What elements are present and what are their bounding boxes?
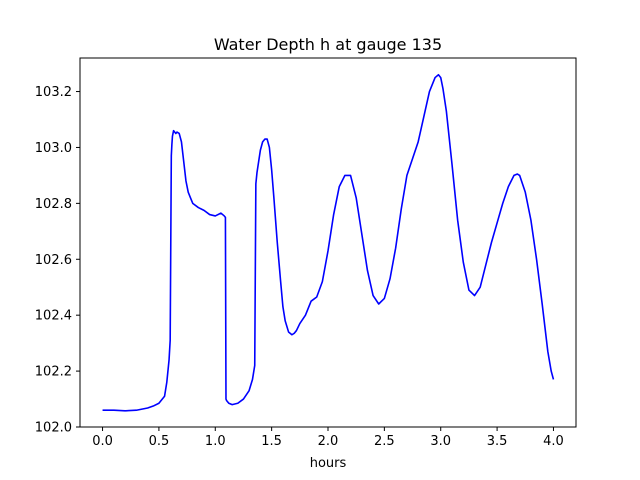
x-tick-label: 4.0 [543,434,564,449]
plot-frame [79,57,577,428]
x-tick-label: 3.0 [430,434,451,449]
x-tick-label: 3.5 [487,434,508,449]
x-tick-label: 0.0 [92,434,113,449]
y-tick-label: 103.0 [35,141,72,156]
plot-area [102,73,555,412]
y-tick-label: 103.2 [35,85,72,100]
x-tick-label: 0.5 [149,434,170,449]
x-axis-label: hours [310,456,347,471]
y-tick-label: 102.6 [35,253,72,268]
chart-title: Water Depth h at gauge 135 [214,35,442,54]
x-tick-label: 2.5 [374,434,395,449]
x-tick-label: 2.0 [318,434,339,449]
y-tick-label: 102.4 [35,309,72,324]
y-tick-label: 102.2 [35,365,72,380]
series-line-0 [102,73,555,412]
x-tick-label: 1.0 [205,434,226,449]
y-axis: 102.0 102.2 102.4 102.6 102.8 103.0 103.2 [35,85,80,436]
y-tick-label: 102.0 [35,421,72,436]
x-axis: 0.0 0.5 1.0 1.5 2.0 2.5 3.0 3.5 4.0 [92,427,564,449]
y-tick-label: 102.8 [35,197,72,212]
x-tick-label: 1.5 [261,434,282,449]
